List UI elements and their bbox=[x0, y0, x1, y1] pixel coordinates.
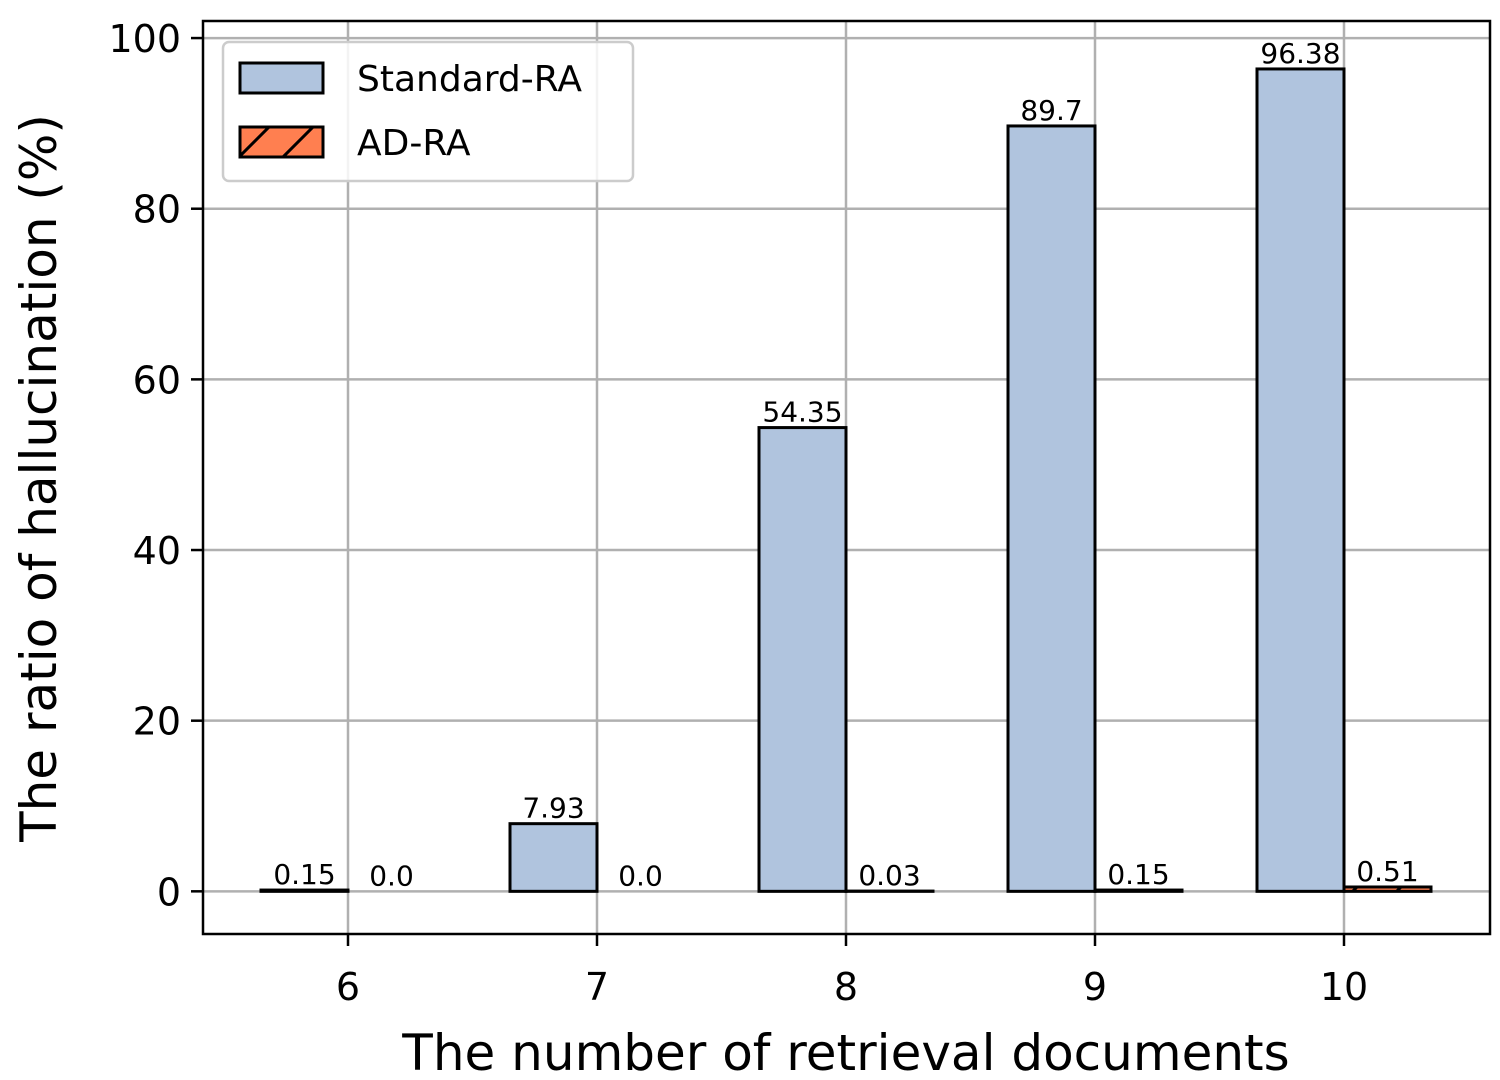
axis-ticks: 0 20 40 60 80 100 6 7 8 9 10 bbox=[108, 17, 1368, 1009]
bar-value-label: 7.93 bbox=[522, 792, 584, 825]
bar-value-label: 96.38 bbox=[1260, 37, 1340, 70]
legend-swatch bbox=[238, 61, 325, 95]
bar-value-label: 0.0 bbox=[618, 859, 663, 892]
bar-standard-ra bbox=[1255, 67, 1346, 893]
data-labels: 0.15 7.93 54.35 89.7 96.38 0.0 0.0 0.03 0.15 0.51 bbox=[273, 37, 1418, 892]
bar-standard-ra bbox=[508, 822, 599, 893]
bar-ad-ra bbox=[1342, 885, 1433, 893]
x-tick-label: 6 bbox=[336, 965, 360, 1009]
legend-label: AD-RA bbox=[357, 123, 471, 164]
bar-value-label: 0.15 bbox=[1107, 858, 1169, 891]
legend: Standard-RA AD-RA bbox=[221, 40, 635, 183]
bar-value-label: 89.7 bbox=[1020, 94, 1082, 127]
bar-value-label: 0.0 bbox=[369, 859, 414, 892]
bar-value-label: 0.51 bbox=[1356, 855, 1418, 888]
bar-ad-ra bbox=[1093, 888, 1184, 893]
x-tick-label: 9 bbox=[1083, 965, 1107, 1009]
bar-standard-ra bbox=[757, 426, 848, 893]
y-tick-label: 40 bbox=[133, 529, 181, 573]
bars bbox=[259, 67, 1433, 893]
legend-label: Standard-RA bbox=[357, 59, 582, 100]
x-tick-label: 8 bbox=[834, 965, 858, 1009]
y-tick-label: 0 bbox=[157, 870, 181, 914]
bar-value-label: 54.35 bbox=[762, 396, 842, 429]
bar-standard-ra bbox=[1006, 124, 1097, 893]
bar-value-label: 0.03 bbox=[858, 859, 920, 892]
x-axis-title: The number of retrieval documents bbox=[401, 1024, 1289, 1080]
bar-standard-ra bbox=[259, 888, 350, 893]
legend-swatch bbox=[238, 125, 325, 159]
y-tick-label: 60 bbox=[133, 358, 181, 402]
y-axis-title: The ratio of hallucination (%) bbox=[10, 114, 68, 843]
y-tick-label: 20 bbox=[133, 700, 181, 744]
legend-box bbox=[221, 40, 635, 183]
y-tick-label: 100 bbox=[108, 17, 181, 61]
x-tick-label: 10 bbox=[1320, 965, 1368, 1009]
y-tick-label: 80 bbox=[133, 188, 181, 232]
bar-value-label: 0.15 bbox=[273, 858, 335, 891]
x-tick-label: 7 bbox=[585, 965, 609, 1009]
